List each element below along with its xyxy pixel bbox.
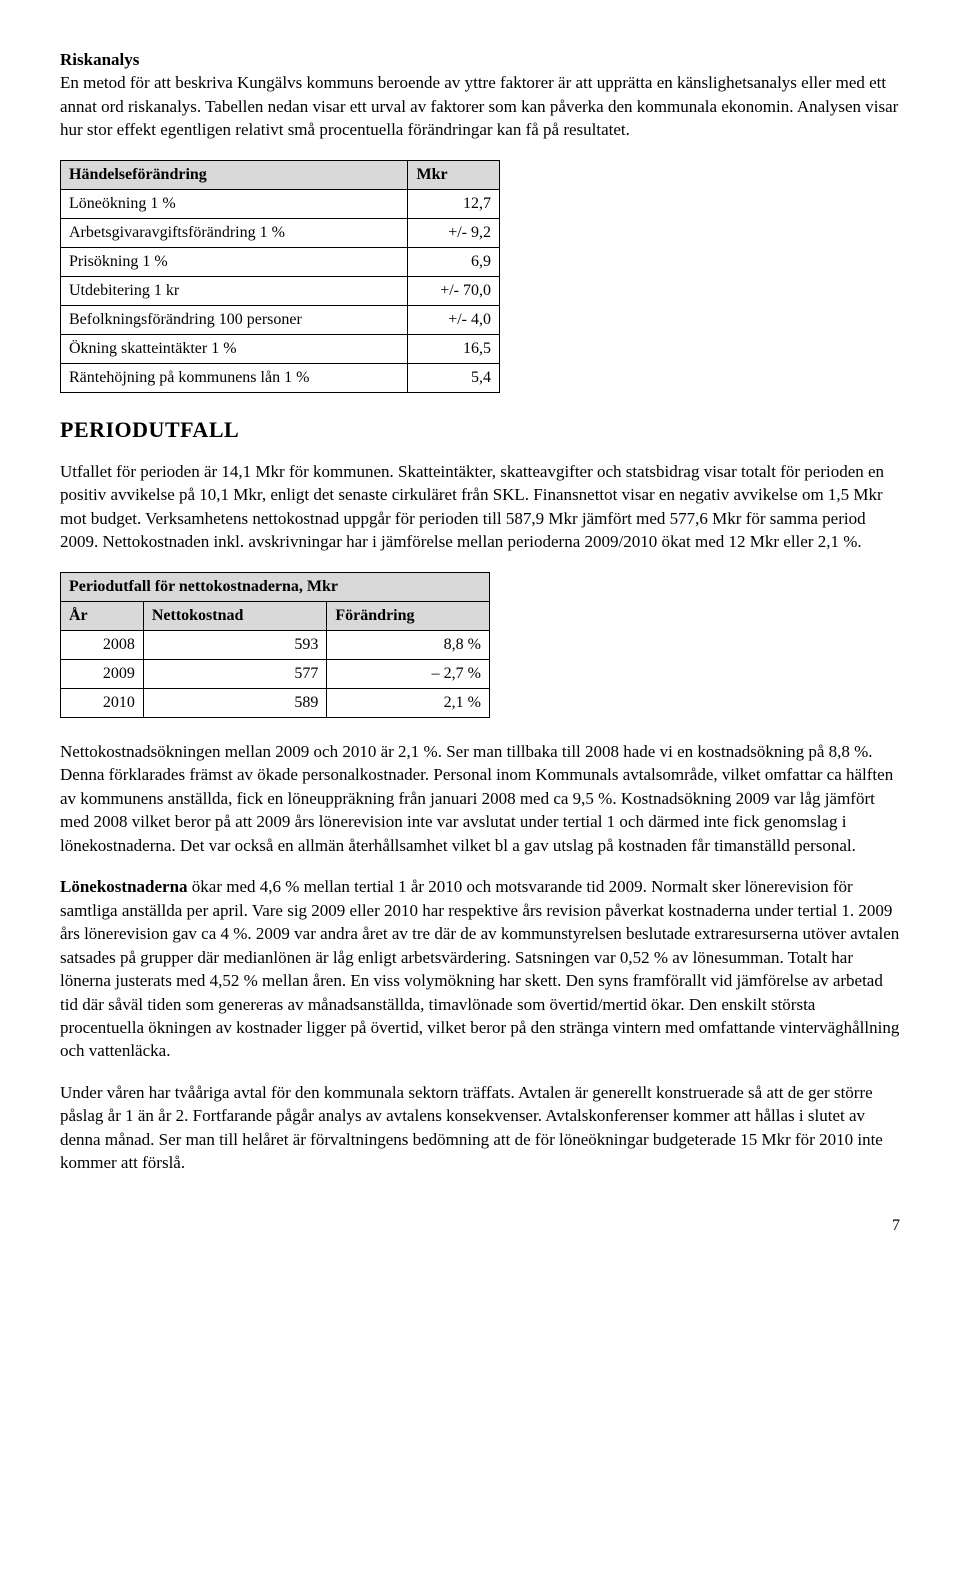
th-handelse: Händelseförändring xyxy=(61,160,408,189)
table-row: Arbetsgivaravgiftsförändring 1 %+/- 9,2 xyxy=(61,218,500,247)
table-row: 2010 589 2,1 % xyxy=(61,688,490,717)
th-nettokostnad: Nettokostnad xyxy=(143,601,327,630)
cell-cost: 593 xyxy=(143,630,327,659)
table-row: Utdebitering 1 kr+/- 70,0 xyxy=(61,277,500,306)
cell-val: 5,4 xyxy=(408,364,500,393)
th-forandring: Förändring xyxy=(327,601,490,630)
cell-year: 2010 xyxy=(61,688,144,717)
cell-label: Löneökning 1 % xyxy=(61,189,408,218)
cell-change: 8,8 % xyxy=(327,630,490,659)
table-row: Prisökning 1 %6,9 xyxy=(61,248,500,277)
cell-label: Arbetsgivaravgiftsförändring 1 % xyxy=(61,218,408,247)
cell-cost: 577 xyxy=(143,659,327,688)
text-riskanalys-body: En metod för att beskriva Kungälvs kommu… xyxy=(60,73,898,139)
table-row: Befolkningsförändring 100 personer+/- 4,… xyxy=(61,306,500,335)
cell-val: +/- 70,0 xyxy=(408,277,500,306)
paragraph-riskanalys: Riskanalys En metod för att beskriva Kun… xyxy=(60,48,900,142)
lead-lonekostnader: Lönekostnaderna xyxy=(60,877,188,896)
cell-label: Utdebitering 1 kr xyxy=(61,277,408,306)
cell-val: 12,7 xyxy=(408,189,500,218)
th-mkr: Mkr xyxy=(408,160,500,189)
cell-label: Ökning skatteintäkter 1 % xyxy=(61,335,408,364)
cell-year: 2008 xyxy=(61,630,144,659)
paragraph-nettokostnad: Nettokostnadsökningen mellan 2009 och 20… xyxy=(60,740,900,857)
paragraph-periodutfall: Utfallet för perioden är 14,1 Mkr för ko… xyxy=(60,460,900,554)
cell-change: 2,1 % xyxy=(327,688,490,717)
table-periodutfall: Periodutfall för nettokostnaderna, Mkr Å… xyxy=(60,572,490,718)
cell-val: 6,9 xyxy=(408,248,500,277)
table-row: Ökning skatteintäkter 1 %16,5 xyxy=(61,335,500,364)
cell-change: – 2,7 % xyxy=(327,659,490,688)
page-number: 7 xyxy=(60,1215,900,1237)
table-row: Löneökning 1 %12,7 xyxy=(61,189,500,218)
th-periodutfall-title: Periodutfall för nettokostnaderna, Mkr xyxy=(61,572,490,601)
text-lonekostnader-body: ökar med 4,6 % mellan tertial 1 år 2010 … xyxy=(60,877,899,1060)
table-row: 2009 577 – 2,7 % xyxy=(61,659,490,688)
paragraph-avtal: Under våren har tvååriga avtal för den k… xyxy=(60,1081,900,1175)
cell-cost: 589 xyxy=(143,688,327,717)
heading-periodutfall: PERIODUTFALL xyxy=(60,415,900,445)
table-row: Räntehöjning på kommunens lån 1 %5,4 xyxy=(61,364,500,393)
table-row: 2008 593 8,8 % xyxy=(61,630,490,659)
cell-label: Befolkningsförändring 100 personer xyxy=(61,306,408,335)
cell-label: Prisökning 1 % xyxy=(61,248,408,277)
table-handelseforandring: Händelseförändring Mkr Löneökning 1 %12,… xyxy=(60,160,500,394)
heading-riskanalys: Riskanalys xyxy=(60,50,139,69)
paragraph-lonekostnader: Lönekostnaderna ökar med 4,6 % mellan te… xyxy=(60,875,900,1063)
cell-val: +/- 4,0 xyxy=(408,306,500,335)
cell-label: Räntehöjning på kommunens lån 1 % xyxy=(61,364,408,393)
cell-year: 2009 xyxy=(61,659,144,688)
cell-val: +/- 9,2 xyxy=(408,218,500,247)
th-ar: År xyxy=(61,601,144,630)
cell-val: 16,5 xyxy=(408,335,500,364)
